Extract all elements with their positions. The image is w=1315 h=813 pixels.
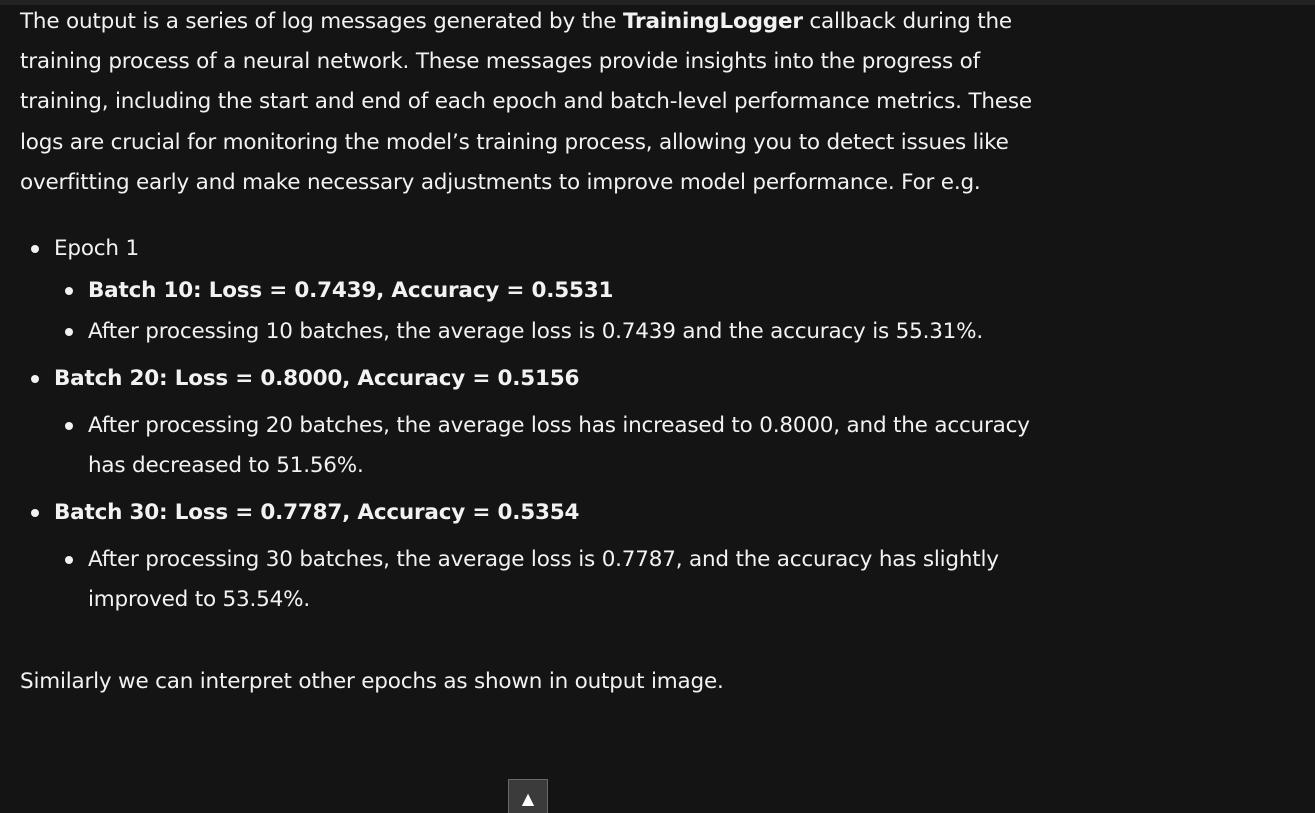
top-strip bbox=[0, 0, 1315, 5]
bullet-icon bbox=[31, 375, 39, 384]
list-item-batch-30: Batch 30: Loss = 0.7787, Accuracy = 0.53… bbox=[20, 493, 1040, 620]
sub-list-item: After processing 10 batches, the average… bbox=[54, 312, 1040, 352]
sub-list: After processing 20 batches, the average… bbox=[54, 406, 1040, 486]
sub-list: After processing 30 batches, the average… bbox=[54, 540, 1040, 620]
arrow-up-icon: ▲ bbox=[521, 789, 535, 808]
list-item-epoch-1: Epoch 1 Batch 10: Loss = 0.7439, Accurac… bbox=[20, 229, 1040, 352]
list-item-label: Epoch 1 bbox=[54, 236, 139, 262]
outro-paragraph: Similarly we can interpret other epochs … bbox=[20, 669, 724, 695]
sub-list-item-text: After processing 30 batches, the average… bbox=[88, 547, 999, 613]
sub-list-item-text: After processing 10 batches, the average… bbox=[88, 319, 984, 345]
sub-list-item-text: After processing 20 batches, the average… bbox=[88, 413, 1030, 479]
list-item-batch-20: Batch 20: Loss = 0.8000, Accuracy = 0.51… bbox=[20, 359, 1040, 486]
list-item-label: Batch 20: Loss = 0.8000, Accuracy = 0.51… bbox=[54, 366, 580, 392]
bullet-icon bbox=[65, 328, 73, 337]
intro-text-before: The output is a series of log messages g… bbox=[20, 9, 623, 34]
log-list: Epoch 1 Batch 10: Loss = 0.7439, Accurac… bbox=[20, 229, 1040, 620]
sub-list-item: Batch 10: Loss = 0.7439, Accuracy = 0.55… bbox=[54, 271, 1040, 311]
sub-list-item: After processing 30 batches, the average… bbox=[54, 540, 1040, 620]
list-item-label: Batch 30: Loss = 0.7787, Accuracy = 0.53… bbox=[54, 500, 580, 526]
bullet-icon bbox=[65, 422, 73, 431]
sub-list-item-text: Batch 10: Loss = 0.7439, Accuracy = 0.55… bbox=[88, 278, 614, 304]
training-logger-name: TrainingLogger bbox=[622, 9, 803, 34]
sub-list-item: After processing 20 batches, the average… bbox=[54, 406, 1040, 486]
intro-text-after: callback during the training process of … bbox=[20, 9, 1032, 195]
bullet-icon bbox=[31, 509, 39, 518]
scroll-to-top-button[interactable]: ▲ bbox=[508, 779, 548, 813]
bullet-icon bbox=[65, 556, 73, 565]
sub-list: Batch 10: Loss = 0.7439, Accuracy = 0.55… bbox=[54, 271, 1040, 352]
bullet-icon bbox=[31, 245, 39, 254]
intro-paragraph: The output is a series of log messages g… bbox=[20, 2, 1040, 203]
article-body: The output is a series of log messages g… bbox=[20, 2, 1040, 702]
bullet-icon bbox=[65, 287, 73, 296]
